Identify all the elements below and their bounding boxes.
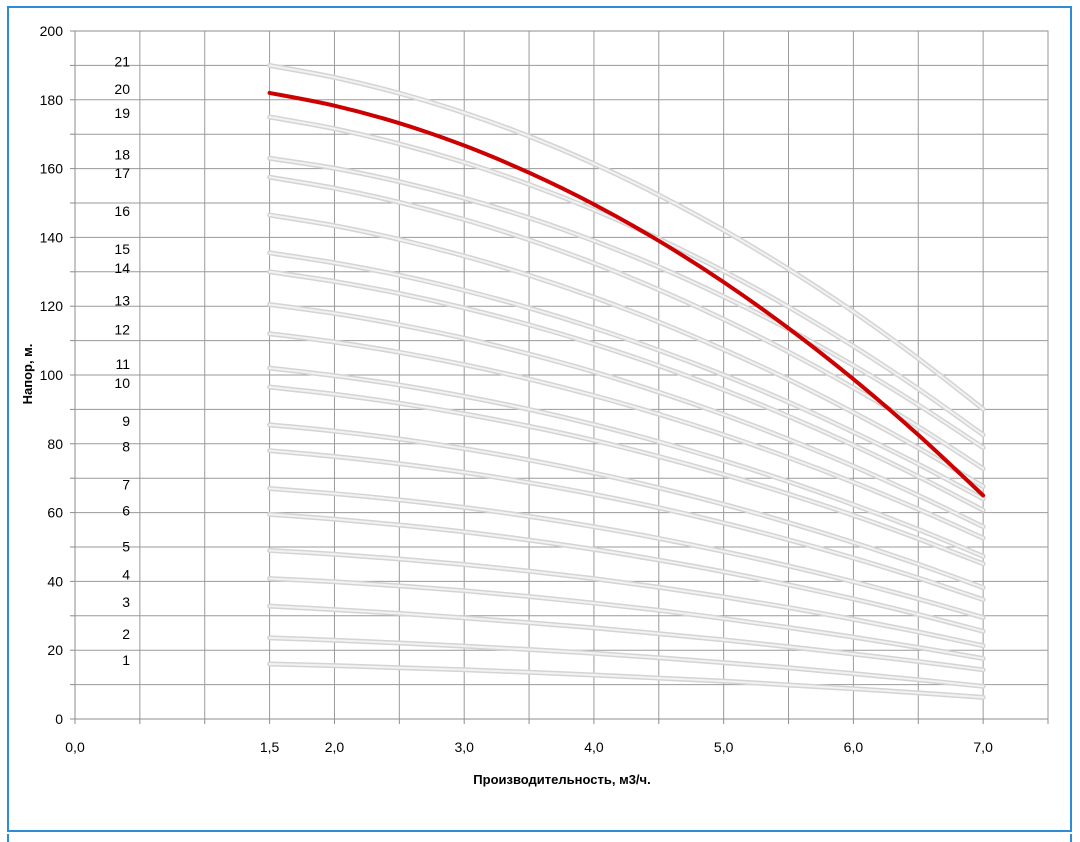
y-tick-label: 100 bbox=[40, 367, 64, 383]
series-line-21 bbox=[268, 64, 985, 411]
y-tick-label: 140 bbox=[40, 229, 64, 245]
series-label-7: 7 bbox=[122, 477, 130, 493]
series-line-6 bbox=[268, 513, 985, 633]
series-line-2 bbox=[268, 636, 985, 688]
y-tick-label: 200 bbox=[40, 23, 64, 39]
chart-frame bbox=[7, 6, 1072, 832]
series-label-11: 11 bbox=[115, 356, 130, 372]
x-axis-title: Производительность, м3/ч. bbox=[473, 772, 650, 787]
series-label-3: 3 bbox=[122, 594, 130, 610]
x-tick-label: 3,0 bbox=[454, 739, 474, 755]
series-label-18: 18 bbox=[114, 146, 130, 162]
y-tick-label: 20 bbox=[47, 642, 63, 658]
series-label-13: 13 bbox=[114, 292, 130, 308]
series-line-18 bbox=[268, 157, 985, 449]
series-line-17 bbox=[268, 176, 985, 470]
y-tick-label: 180 bbox=[40, 92, 64, 108]
series-label-14: 14 bbox=[114, 260, 130, 276]
series-line-14 bbox=[268, 270, 985, 512]
x-tick-label: 7,0 bbox=[973, 739, 993, 755]
series-label-4: 4 bbox=[122, 567, 130, 583]
series-label-10: 10 bbox=[114, 375, 130, 391]
series-label-19: 19 bbox=[114, 105, 130, 121]
y-tick-label: 40 bbox=[47, 573, 63, 589]
series-line-9 bbox=[268, 423, 985, 589]
y-tick-label: 120 bbox=[40, 298, 64, 314]
series-label-21: 21 bbox=[114, 53, 130, 69]
x-tick-label: 0,0 bbox=[65, 739, 85, 755]
series-label-16: 16 bbox=[114, 203, 130, 219]
series-label-9: 9 bbox=[122, 413, 130, 429]
x-tick-label: 2,0 bbox=[325, 739, 345, 755]
frame-bottom-strip bbox=[7, 834, 1072, 842]
series-label-5: 5 bbox=[122, 538, 130, 554]
y-tick-label: 80 bbox=[47, 436, 63, 452]
series-label-17: 17 bbox=[114, 165, 130, 181]
series-line-1-halo bbox=[267, 661, 986, 700]
series-label-15: 15 bbox=[114, 241, 130, 257]
series-line-2-halo bbox=[267, 635, 986, 689]
series-line-13 bbox=[268, 303, 985, 528]
series-line-16 bbox=[268, 214, 985, 488]
series-line-4-halo bbox=[267, 576, 986, 661]
series-label-2: 2 bbox=[122, 626, 130, 642]
y-axis-title: Напор, м. bbox=[20, 344, 35, 405]
series-line-8 bbox=[268, 449, 985, 601]
series-label-1: 1 bbox=[122, 652, 130, 668]
series-line-20-highlighted bbox=[267, 90, 986, 498]
x-tick-label: 5,0 bbox=[714, 739, 734, 755]
y-tick-label: 60 bbox=[47, 505, 63, 521]
x-tick-label: 1,5 bbox=[260, 739, 280, 755]
series-line-4 bbox=[268, 577, 985, 660]
series-line-10 bbox=[268, 386, 985, 565]
series-label-12: 12 bbox=[114, 322, 130, 338]
y-tick-label: 160 bbox=[40, 161, 64, 177]
x-tick-label: 4,0 bbox=[584, 739, 604, 755]
series-line-1 bbox=[268, 662, 985, 699]
series-line-11 bbox=[268, 367, 985, 558]
x-tick-label: 6,0 bbox=[844, 739, 864, 755]
series-line-7 bbox=[268, 487, 985, 619]
series-line-5 bbox=[268, 549, 985, 647]
series-line-3 bbox=[268, 605, 985, 671]
series-label-6: 6 bbox=[122, 502, 130, 518]
series-label-8: 8 bbox=[122, 439, 130, 455]
series-label-20: 20 bbox=[114, 81, 130, 97]
y-tick-label: 0 bbox=[55, 711, 63, 727]
series-line-15 bbox=[268, 251, 985, 500]
series-line-12 bbox=[268, 332, 985, 540]
